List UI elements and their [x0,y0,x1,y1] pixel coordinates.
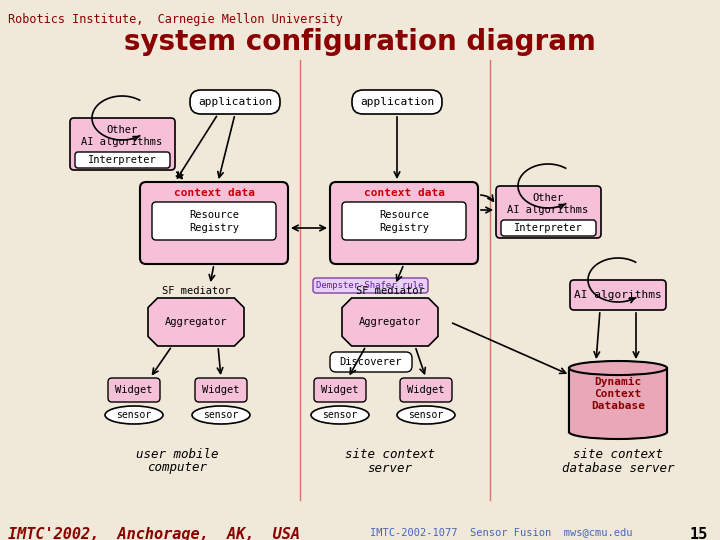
FancyBboxPatch shape [75,152,170,168]
Text: sensor: sensor [408,410,444,420]
FancyBboxPatch shape [195,378,247,402]
Text: context data: context data [364,188,444,198]
Ellipse shape [105,406,163,424]
FancyBboxPatch shape [140,182,288,264]
FancyBboxPatch shape [152,202,276,240]
Text: 15: 15 [690,527,708,540]
Text: Widget: Widget [408,385,445,395]
Text: system configuration diagram: system configuration diagram [124,28,596,56]
Text: Context: Context [595,389,642,399]
Text: Widget: Widget [115,385,153,395]
Ellipse shape [397,406,455,424]
Text: Interpreter: Interpreter [88,155,156,165]
Text: application: application [198,97,272,107]
Text: AI algorithms: AI algorithms [508,205,589,215]
Text: Registry: Registry [189,223,239,233]
Text: Database: Database [591,401,645,411]
Text: Robotics Institute,  Carnegie Mellon University: Robotics Institute, Carnegie Mellon Univ… [8,13,343,26]
Text: SF mediator: SF mediator [356,286,424,296]
Text: Discoverer: Discoverer [340,357,402,367]
Ellipse shape [192,406,250,424]
Ellipse shape [569,425,667,439]
Text: Dempster-Shafer rule: Dempster-Shafer rule [316,280,424,289]
Text: server: server [367,462,413,475]
Text: application: application [360,97,434,107]
Text: Dynamic: Dynamic [595,377,642,387]
Text: Aggregator: Aggregator [359,317,421,327]
Bar [570,368,666,432]
Text: SF mediator: SF mediator [161,286,230,296]
Text: IMTC'2002,  Anchorage,  AK,  USA: IMTC'2002, Anchorage, AK, USA [8,527,300,540]
FancyBboxPatch shape [400,378,452,402]
FancyBboxPatch shape [330,352,412,372]
Bar [569,368,667,432]
FancyBboxPatch shape [496,186,601,238]
FancyBboxPatch shape [190,90,280,114]
Text: site context: site context [573,449,663,462]
Text: Resource: Resource [189,210,239,220]
Text: Other: Other [532,193,564,203]
FancyBboxPatch shape [330,182,478,264]
Polygon shape [148,298,244,346]
Text: computer: computer [147,462,207,475]
Text: sensor: sensor [323,410,358,420]
FancyBboxPatch shape [352,90,442,114]
Text: IMTC-2002-1077  Sensor Fusion  mws@cmu.edu: IMTC-2002-1077 Sensor Fusion mws@cmu.edu [370,527,632,537]
Text: Interpreter: Interpreter [513,223,582,233]
Text: AI algorithms: AI algorithms [81,137,163,147]
Text: Resource: Resource [379,210,429,220]
Text: Aggregator: Aggregator [165,317,228,327]
Ellipse shape [311,406,369,424]
FancyBboxPatch shape [108,378,160,402]
Text: sensor: sensor [203,410,238,420]
FancyBboxPatch shape [70,118,175,170]
Text: site context: site context [345,449,435,462]
Ellipse shape [569,361,667,375]
Text: context data: context data [174,188,254,198]
Text: Other: Other [107,125,138,135]
FancyBboxPatch shape [342,202,466,240]
Text: AI algorithms: AI algorithms [574,290,662,300]
FancyBboxPatch shape [570,280,666,310]
Text: database server: database server [562,462,674,475]
Text: Widget: Widget [321,385,359,395]
Polygon shape [342,298,438,346]
Text: Registry: Registry [379,223,429,233]
FancyBboxPatch shape [314,378,366,402]
Text: sensor: sensor [117,410,152,420]
FancyBboxPatch shape [313,278,428,293]
Text: Widget: Widget [202,385,240,395]
Text: user mobile: user mobile [136,449,218,462]
FancyBboxPatch shape [501,220,596,236]
